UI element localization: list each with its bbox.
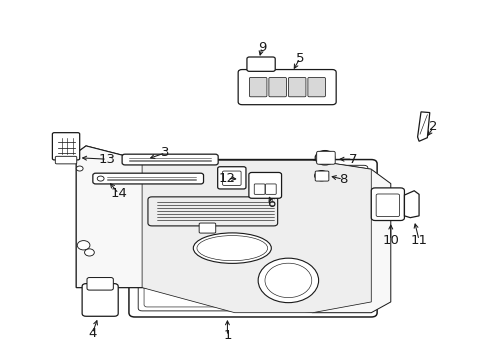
Text: 12: 12 — [219, 172, 235, 185]
Text: 11: 11 — [410, 234, 427, 247]
FancyBboxPatch shape — [222, 171, 241, 185]
Text: 4: 4 — [88, 327, 96, 340]
FancyBboxPatch shape — [288, 77, 305, 97]
FancyBboxPatch shape — [122, 154, 218, 165]
FancyBboxPatch shape — [217, 167, 245, 189]
Text: 8: 8 — [338, 173, 346, 186]
Circle shape — [76, 166, 83, 171]
Text: 6: 6 — [267, 197, 275, 210]
Circle shape — [315, 150, 334, 165]
FancyBboxPatch shape — [248, 172, 281, 198]
Polygon shape — [417, 112, 429, 141]
Text: 13: 13 — [98, 153, 115, 166]
FancyBboxPatch shape — [375, 194, 399, 217]
Circle shape — [97, 176, 104, 181]
FancyBboxPatch shape — [199, 223, 215, 233]
Circle shape — [314, 171, 328, 181]
Text: 10: 10 — [382, 234, 398, 247]
FancyBboxPatch shape — [238, 69, 335, 105]
FancyBboxPatch shape — [129, 159, 376, 317]
Text: 9: 9 — [257, 41, 265, 54]
Polygon shape — [142, 160, 370, 313]
Ellipse shape — [193, 233, 271, 264]
FancyBboxPatch shape — [87, 278, 113, 290]
Text: 14: 14 — [110, 187, 127, 200]
FancyBboxPatch shape — [55, 156, 77, 164]
FancyBboxPatch shape — [268, 77, 286, 97]
Text: 1: 1 — [223, 329, 231, 342]
Circle shape — [77, 240, 90, 250]
FancyBboxPatch shape — [315, 171, 328, 181]
FancyBboxPatch shape — [249, 77, 266, 97]
FancyBboxPatch shape — [246, 57, 275, 71]
Text: 7: 7 — [348, 153, 356, 166]
Polygon shape — [76, 146, 142, 288]
Text: 2: 2 — [428, 121, 437, 134]
FancyBboxPatch shape — [254, 184, 264, 194]
FancyBboxPatch shape — [52, 133, 80, 160]
FancyBboxPatch shape — [370, 188, 404, 221]
Circle shape — [319, 153, 330, 162]
FancyBboxPatch shape — [265, 184, 276, 194]
FancyBboxPatch shape — [93, 173, 203, 184]
Text: 3: 3 — [161, 146, 169, 159]
FancyBboxPatch shape — [82, 284, 118, 316]
FancyBboxPatch shape — [316, 151, 334, 164]
Text: 5: 5 — [295, 51, 304, 64]
Circle shape — [258, 258, 318, 303]
FancyBboxPatch shape — [307, 77, 325, 97]
Polygon shape — [76, 146, 390, 313]
Circle shape — [84, 249, 94, 256]
Polygon shape — [404, 191, 418, 218]
